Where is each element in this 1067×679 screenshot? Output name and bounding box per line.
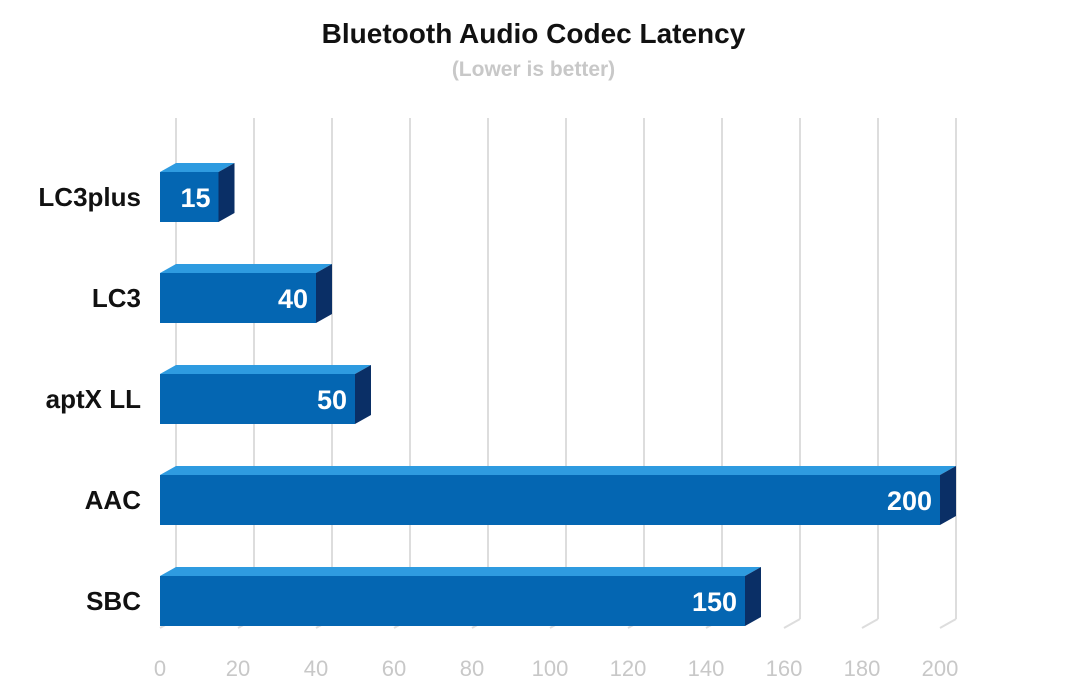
- bar: [160, 466, 956, 525]
- x-tick-label: 180: [844, 656, 881, 679]
- grid-line-foot: [783, 618, 801, 629]
- category-label: LC3: [92, 283, 141, 313]
- bar-side-face: [316, 264, 332, 323]
- bar-front-face: [160, 172, 219, 222]
- x-tick-label: 80: [460, 656, 484, 679]
- bar-side-face: [355, 365, 371, 424]
- bar-front-face: [160, 273, 316, 323]
- bar-side-face: [940, 466, 956, 525]
- x-tick-label: 160: [766, 656, 803, 679]
- category-label: SBC: [86, 586, 141, 616]
- bar-front-face: [160, 374, 355, 424]
- chart-title: Bluetooth Audio Codec Latency: [321, 18, 746, 49]
- x-tick-label: 140: [688, 656, 725, 679]
- bar-top-face: [160, 264, 332, 273]
- category-label: LC3plus: [38, 182, 141, 212]
- bar: [160, 163, 235, 222]
- bar-value-label: 40: [278, 284, 308, 314]
- bar-top-face: [160, 466, 956, 475]
- bar: [160, 264, 332, 323]
- bar-front-face: [160, 576, 745, 626]
- category-label: aptX LL: [46, 384, 141, 414]
- bar-value-label: 15: [180, 183, 210, 213]
- x-tick-label: 20: [226, 656, 250, 679]
- bars: [160, 163, 956, 626]
- grid-line-foot: [939, 618, 957, 629]
- x-tick-label: 0: [154, 656, 166, 679]
- bar-value-label: 150: [692, 587, 737, 617]
- grid-line-foot: [861, 618, 879, 629]
- bar-side-face: [218, 163, 235, 222]
- x-tick-label: 120: [610, 656, 647, 679]
- x-tick-label: 200: [922, 656, 959, 679]
- bar-top-face: [160, 163, 235, 172]
- labels: 0 20 40 60 80 100 120 140 160 180 200 15 LC3plus 40 LC…: [38, 182, 958, 679]
- chart-subtitle: (Lower is better): [451, 58, 616, 81]
- bar-top-face: [160, 567, 761, 576]
- bar-value-label: 50: [317, 385, 347, 415]
- bar: [160, 365, 371, 424]
- bar-side-face: [745, 567, 761, 626]
- x-tick-label: 100: [532, 656, 569, 679]
- x-tick-label: 60: [382, 656, 406, 679]
- x-tick-label: 40: [304, 656, 328, 679]
- bar-value-label: 200: [887, 486, 932, 516]
- bar-top-face: [160, 365, 371, 374]
- bar-front-face: [160, 475, 940, 525]
- category-label: AAC: [85, 485, 142, 515]
- bar: [160, 567, 761, 626]
